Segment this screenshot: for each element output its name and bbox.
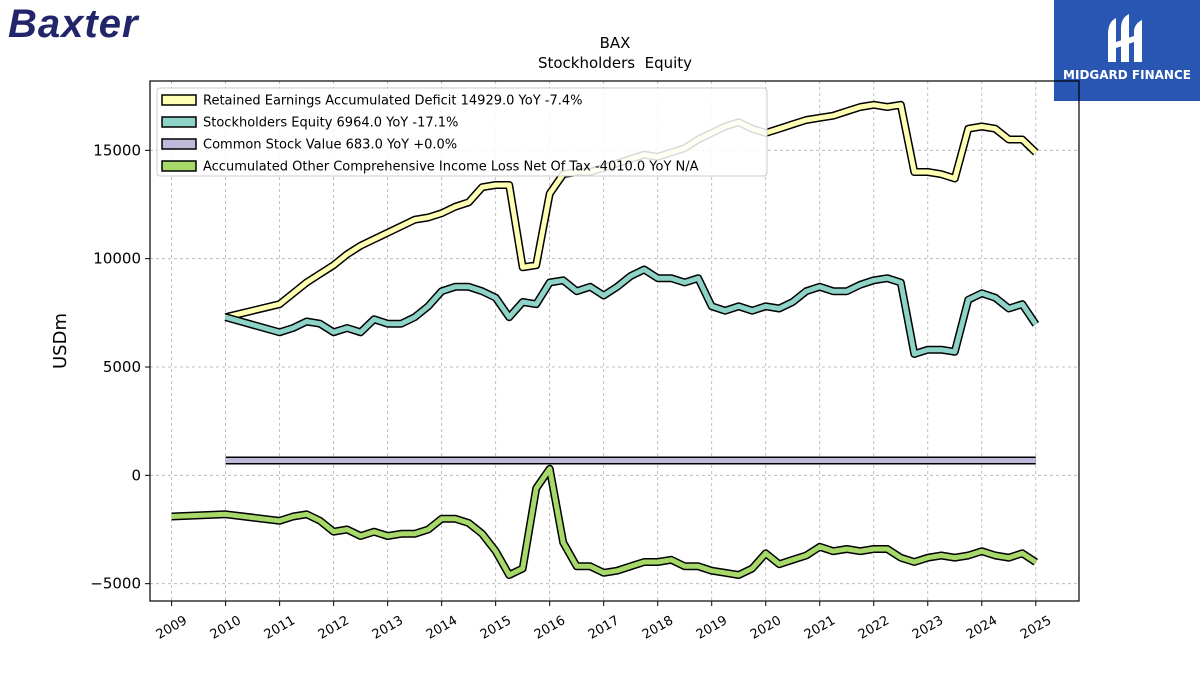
x-tick-label: 2010 (208, 613, 244, 643)
x-tick-label: 2014 (424, 613, 460, 643)
x-tick-label: 2020 (748, 613, 784, 643)
legend-swatch (161, 116, 197, 128)
plot-frame (149, 80, 1080, 602)
x-tick-label: 2024 (964, 613, 1000, 643)
legend-label: Common Stock Value 683.0 YoY +0.0% (203, 138, 457, 153)
series-line-4 (171, 466, 1038, 578)
legend-label: Accumulated Other Comprehensive Income L… (203, 160, 699, 175)
chart-title: BAX (600, 34, 631, 52)
legend: Retained Earnings Accumulated Deficit 14… (156, 87, 768, 177)
x-tick-label: 2013 (370, 613, 406, 643)
legend-box (156, 87, 768, 177)
baxter-logo: Baxter (8, 2, 139, 46)
x-tick-label: 2018 (640, 613, 676, 643)
x-tick-label: 2023 (910, 613, 946, 643)
y-axis-label: USDm (50, 313, 71, 369)
x-tick-label: 2019 (694, 613, 730, 643)
x-tick-label: 2021 (802, 613, 838, 643)
x-tick-label: 2017 (586, 613, 622, 643)
series-line-2 (224, 267, 1038, 357)
axes: 2009 2010 2011 2012 2013 2014 2015 2016 2017 2018… (90, 141, 1054, 642)
chart-subtitle: Stockholders Equity (538, 54, 692, 72)
y-tick-label: −5000 (90, 575, 141, 593)
y-tick-label: 15000 (93, 141, 141, 159)
legend-label: Retained Earnings Accumulated Deficit 14… (203, 94, 582, 109)
x-tick-label: 2012 (316, 613, 352, 643)
legend-swatch (161, 94, 197, 106)
x-tick-label: 2011 (262, 613, 298, 643)
midgard-finance-badge: MIDGARD FINANCE (1054, 0, 1200, 101)
x-tick-label: 2016 (532, 613, 568, 643)
legend-swatch (161, 138, 197, 150)
x-tick-label: 2015 (478, 613, 514, 643)
x-tick-label: 2022 (856, 613, 892, 643)
midgard-finance-label: MIDGARD FINANCE (1063, 68, 1191, 82)
y-tick-label: 5000 (103, 358, 141, 376)
x-tick-label: 2025 (1018, 613, 1054, 643)
midgard-logo-icon (1108, 14, 1142, 62)
legend-label: Stockholders Equity 6964.0 YoY -17.1% (203, 116, 458, 131)
y-tick-label: 0 (131, 466, 141, 484)
y-tick-label: 10000 (93, 250, 141, 268)
legend-swatch (161, 160, 197, 172)
series-lines (171, 100, 1040, 579)
x-tick-label: 2009 (154, 613, 190, 643)
